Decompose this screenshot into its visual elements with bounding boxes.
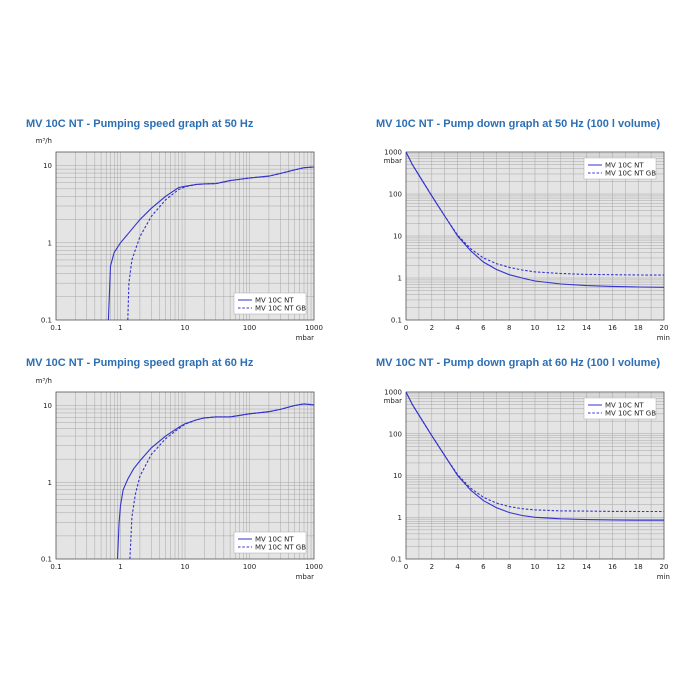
grid bbox=[56, 152, 314, 320]
legend-box bbox=[233, 292, 307, 315]
x-tick-label: 1000 bbox=[305, 324, 323, 332]
legend-box bbox=[583, 397, 657, 420]
x-tick-label: 14 bbox=[582, 324, 591, 332]
x-tick-label: 100 bbox=[243, 563, 256, 571]
y-tick-label: 1 bbox=[398, 514, 402, 522]
series-line-dashed bbox=[406, 392, 664, 513]
y-tick-label: 0.1 bbox=[391, 556, 402, 564]
chart-title-2: MV 10C NT - Pump down graph at 50 Hz (10… bbox=[376, 118, 661, 130]
y-tick-label: 1000 bbox=[384, 149, 402, 157]
plot-frame bbox=[405, 151, 665, 321]
y-axis-label: mbar bbox=[384, 397, 403, 405]
x-tick-label: 20 bbox=[660, 563, 669, 571]
legend-label: MV 10C NT bbox=[255, 297, 294, 305]
plot-frame bbox=[55, 151, 315, 321]
x-tick-label: 8 bbox=[507, 563, 511, 571]
series-line-dashed bbox=[406, 152, 664, 276]
x-tick-label: 14 bbox=[582, 563, 591, 571]
x-tick-label: 2 bbox=[430, 324, 434, 332]
x-tick-label: 12 bbox=[556, 563, 565, 571]
x-axis-label: min bbox=[657, 573, 670, 581]
y-tick-label: 1000 bbox=[384, 389, 402, 397]
x-tick-label: 10 bbox=[531, 324, 540, 332]
x-tick-label: 0 bbox=[404, 563, 408, 571]
legend-label: MV 10C NT GB bbox=[255, 544, 306, 552]
y-axis-label: m³/h bbox=[36, 377, 52, 385]
x-tick-label: 16 bbox=[608, 324, 617, 332]
grid bbox=[56, 392, 314, 559]
x-tick-label: 18 bbox=[634, 324, 643, 332]
chart-title-3: MV 10C NT - Pumping speed graph at 60 Hz bbox=[26, 357, 254, 369]
y-tick-label: 1 bbox=[398, 275, 402, 283]
legend-label: MV 10C NT GB bbox=[605, 410, 656, 418]
legend-label: MV 10C NT bbox=[605, 402, 644, 410]
x-tick-label: 16 bbox=[608, 563, 617, 571]
chart-title-1: MV 10C NT - Pumping speed graph at 50 Hz bbox=[26, 118, 254, 130]
legend-label: MV 10C NT bbox=[255, 536, 294, 544]
x-tick-label: 12 bbox=[556, 324, 565, 332]
y-tick-label: 10 bbox=[393, 233, 402, 241]
legend-label: MV 10C NT bbox=[605, 162, 644, 170]
y-tick-label: 10 bbox=[43, 402, 52, 410]
x-tick-label: 4 bbox=[455, 563, 460, 571]
x-tick-label: 1 bbox=[118, 324, 122, 332]
legend-label: MV 10C NT GB bbox=[255, 305, 306, 313]
x-tick-label: 2 bbox=[430, 563, 434, 571]
x-tick-label: 6 bbox=[481, 563, 486, 571]
y-tick-label: 0.1 bbox=[41, 317, 52, 325]
series-line-dashed bbox=[129, 403, 314, 559]
x-tick-label: 0.1 bbox=[50, 563, 61, 571]
x-tick-label: 6 bbox=[481, 324, 486, 332]
y-tick-label: 10 bbox=[393, 472, 402, 480]
y-tick-label: 1 bbox=[48, 479, 52, 487]
y-tick-label: 0.1 bbox=[391, 317, 402, 325]
series-line-dashed bbox=[127, 166, 314, 320]
y-tick-label: 0.1 bbox=[41, 556, 52, 564]
x-tick-label: 100 bbox=[243, 324, 256, 332]
x-tick-label: 4 bbox=[455, 324, 460, 332]
legend-label: MV 10C NT GB bbox=[605, 170, 656, 178]
x-tick-label: 8 bbox=[507, 324, 511, 332]
y-tick-label: 10 bbox=[43, 162, 52, 170]
chart-title-4: MV 10C NT - Pump down graph at 60 Hz (10… bbox=[376, 357, 661, 369]
y-axis-label: mbar bbox=[384, 157, 403, 165]
y-tick-label: 100 bbox=[389, 430, 402, 438]
x-tick-label: 0 bbox=[404, 324, 408, 332]
x-tick-label: 10 bbox=[531, 563, 540, 571]
x-axis-label: mbar bbox=[296, 334, 315, 342]
legend-box bbox=[233, 531, 307, 554]
x-tick-label: 20 bbox=[660, 324, 669, 332]
series-line-solid bbox=[406, 392, 664, 521]
x-tick-label: 1000 bbox=[305, 563, 323, 571]
x-tick-label: 10 bbox=[181, 324, 190, 332]
x-tick-label: 18 bbox=[634, 563, 643, 571]
x-tick-label: 1 bbox=[118, 563, 122, 571]
x-tick-label: 10 bbox=[181, 563, 190, 571]
y-tick-label: 100 bbox=[389, 191, 402, 199]
y-tick-label: 1 bbox=[48, 239, 52, 247]
plot-frame bbox=[55, 391, 315, 560]
y-axis-label: m³/h bbox=[36, 137, 52, 145]
legend-box bbox=[583, 157, 657, 180]
plot-frame bbox=[405, 391, 665, 560]
x-tick-label: 0.1 bbox=[50, 324, 61, 332]
x-axis-label: min bbox=[657, 334, 670, 342]
series-line-solid bbox=[406, 152, 664, 288]
x-axis-label: mbar bbox=[296, 573, 315, 581]
